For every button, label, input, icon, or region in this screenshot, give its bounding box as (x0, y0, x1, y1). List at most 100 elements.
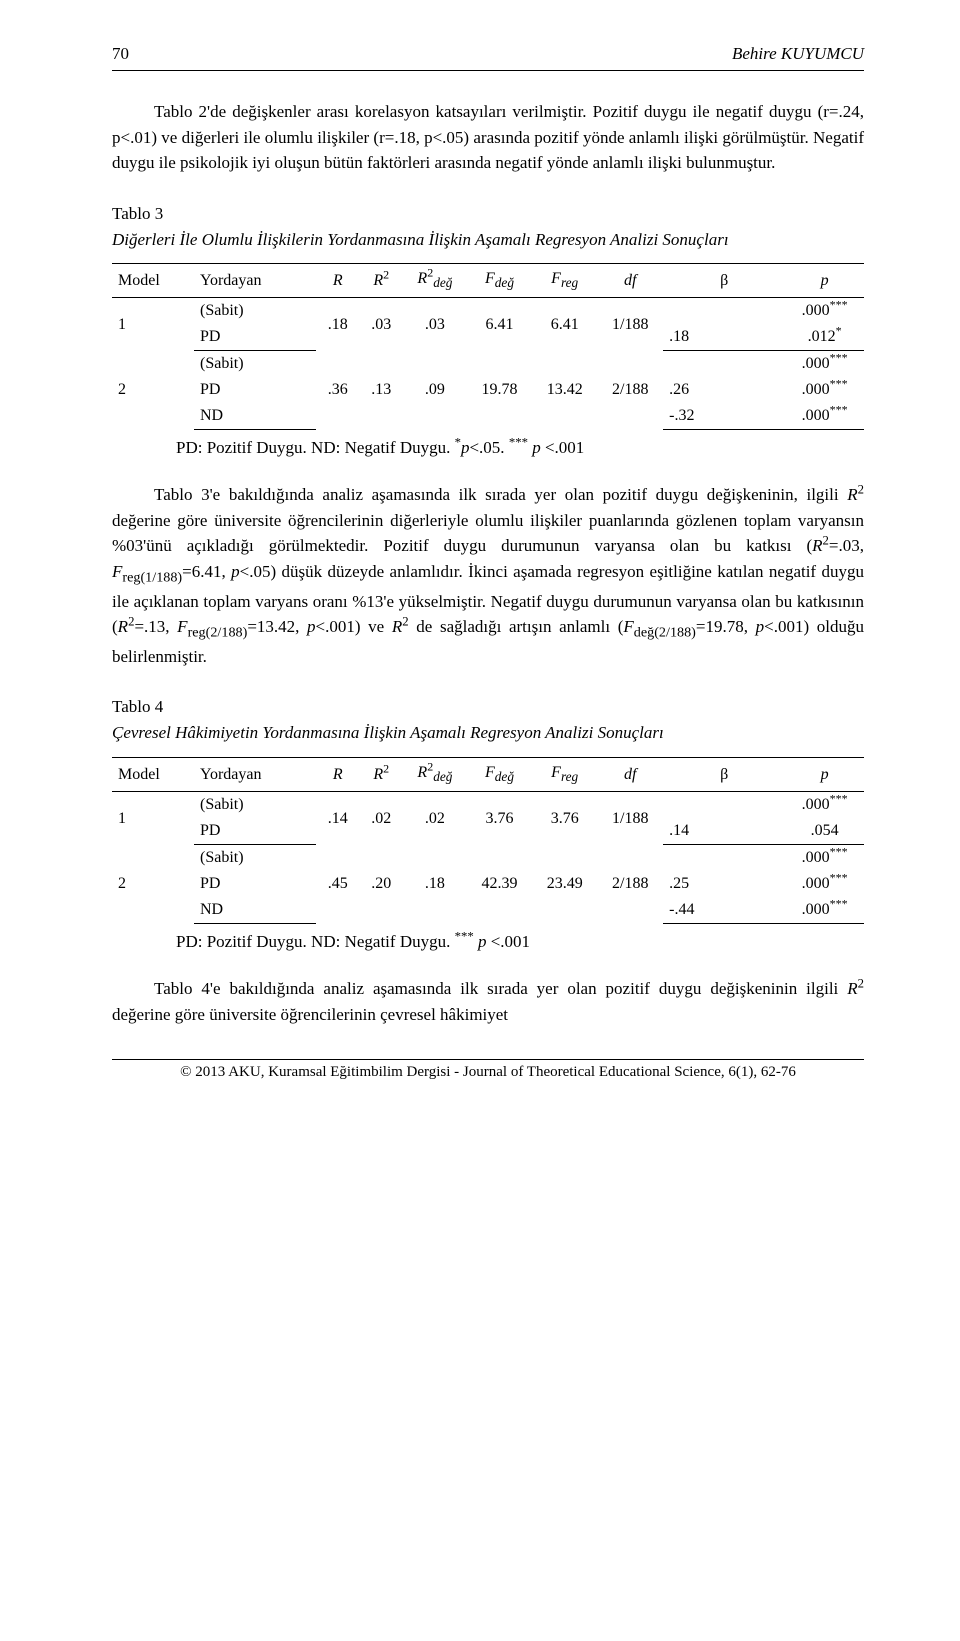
stat-R: R (118, 617, 128, 636)
table4-header-row: Model Yordayan R R2 R2değ Fdeğ Freg df β… (112, 758, 864, 792)
p-stars: *** (830, 377, 848, 391)
cell-model: 2 (112, 351, 194, 430)
cell-df: 2/188 (597, 845, 663, 924)
cell-beta: .25 (663, 871, 785, 897)
col-Freg-label: F (551, 270, 561, 287)
col-df-label: df (624, 272, 636, 289)
cell-df: 1/188 (597, 298, 663, 351)
cell-R2deg: .03 (403, 298, 467, 351)
cell-predictor: PD (194, 818, 316, 845)
paragraph-2: Tablo 3'e bakıldığında analiz aşamasında… (112, 482, 864, 669)
p-stars: *** (830, 845, 848, 859)
cell-p: .000*** (785, 403, 864, 430)
col-df-label: df (624, 766, 636, 783)
cell-Fdeg: 19.78 (467, 351, 532, 430)
cell-predictor: PD (194, 871, 316, 897)
cell-Fdeg: 3.76 (467, 792, 532, 845)
stat-p: p (231, 562, 240, 581)
header-rule (112, 70, 864, 71)
cell-beta (663, 298, 785, 325)
p-val: .000 (802, 407, 830, 424)
p-stars: *** (830, 871, 848, 885)
col-R2deg-label: R (417, 270, 427, 287)
cell-p: .000*** (785, 377, 864, 403)
col-predictor: Yordayan (194, 264, 316, 298)
col-R2deg: R2değ (403, 758, 467, 792)
stat-R: R (392, 617, 402, 636)
cell-R2: .13 (359, 351, 402, 430)
cell-p: .000*** (785, 792, 864, 819)
cell-predictor: (Sabit) (194, 351, 316, 378)
cell-R: .18 (316, 298, 359, 351)
col-Freg: Freg (532, 758, 597, 792)
cell-beta (663, 351, 785, 378)
col-model: Model (112, 264, 194, 298)
col-R: R (316, 758, 359, 792)
table3-caption-title: Diğerleri İle Olumlu İlişkilerin Yordanm… (112, 228, 864, 252)
col-Fdeg-sub: değ (495, 769, 514, 784)
cell-p: .000*** (785, 845, 864, 872)
cell-p: .000*** (785, 871, 864, 897)
cell-predictor: (Sabit) (194, 298, 316, 325)
cell-predictor: ND (194, 403, 316, 430)
cell-R2deg: .02 (403, 792, 467, 845)
col-Fdeg: Fdeğ (467, 758, 532, 792)
col-df: df (597, 758, 663, 792)
text-run: =13.42, (247, 617, 307, 636)
col-R2-label: R (373, 272, 383, 289)
table-row: 1 (Sabit) .14 .02 .02 3.76 3.76 1/188 .0… (112, 792, 864, 819)
table-row: 2 (Sabit) .36 .13 .09 19.78 13.42 2/188 … (112, 351, 864, 378)
col-Fdeg-label: F (485, 270, 495, 287)
p-stars: *** (830, 792, 848, 806)
table4-note: PD: Pozitif Duygu. ND: Negatif Duygu. **… (112, 932, 864, 952)
page-header: 70 Behire KUYUMCU (112, 44, 864, 64)
col-R2deg-sub: değ (433, 769, 452, 784)
paragraph-3: Tablo 4'e bakıldığında analiz aşamasında… (112, 976, 864, 1027)
text-run: =.03, (829, 536, 864, 555)
text-run: <.001) ve (316, 617, 392, 636)
col-Freg-sub: reg (561, 769, 578, 784)
p-stars: * (836, 324, 842, 338)
cell-df: 1/188 (597, 792, 663, 845)
cell-R: .36 (316, 351, 359, 430)
text-run: değerine göre üniversite öğrencilerinin … (112, 511, 864, 556)
col-Fdeg: Fdeğ (467, 264, 532, 298)
col-R2-label: R (373, 766, 383, 783)
p-stars: *** (830, 351, 848, 365)
p-stars: *** (830, 897, 848, 911)
p-stars: *** (830, 298, 848, 312)
cell-p: .054 (785, 818, 864, 845)
p-val: .000 (802, 875, 830, 892)
p-val: .000 (802, 355, 830, 372)
col-Freg-sub: reg (561, 275, 578, 290)
cell-R2deg: .18 (403, 845, 467, 924)
cell-Fdeg: 6.41 (467, 298, 532, 351)
cell-beta: -.32 (663, 403, 785, 430)
col-R2deg-sub: değ (433, 275, 452, 290)
p-val: .012 (808, 328, 836, 345)
col-predictor: Yordayan (194, 758, 316, 792)
cell-predictor: (Sabit) (194, 845, 316, 872)
col-Freg: Freg (532, 264, 597, 298)
col-p: p (785, 758, 864, 792)
stat-R: R (812, 536, 822, 555)
cell-Freg: 3.76 (532, 792, 597, 845)
cell-beta (663, 792, 785, 819)
stat-R-sup: 2 (858, 483, 864, 497)
cell-Freg: 6.41 (532, 298, 597, 351)
col-R2: R2 (359, 264, 402, 298)
col-R-label: R (333, 272, 343, 289)
table-row: 1 (Sabit) .18 .03 .03 6.41 6.41 1/188 .0… (112, 298, 864, 325)
stat-F: F (623, 617, 633, 636)
cell-Freg: 23.49 (532, 845, 597, 924)
cell-R2deg: .09 (403, 351, 467, 430)
col-R2-sup: 2 (383, 268, 389, 282)
p-val: .000 (802, 302, 830, 319)
cell-beta (663, 845, 785, 872)
cell-Freg: 13.42 (532, 351, 597, 430)
p-val: .000 (802, 796, 830, 813)
col-p: p (785, 264, 864, 298)
table4: Model Yordayan R R2 R2değ Fdeğ Freg df β… (112, 757, 864, 924)
p-val: .000 (802, 381, 830, 398)
stat-R: R (847, 485, 857, 504)
